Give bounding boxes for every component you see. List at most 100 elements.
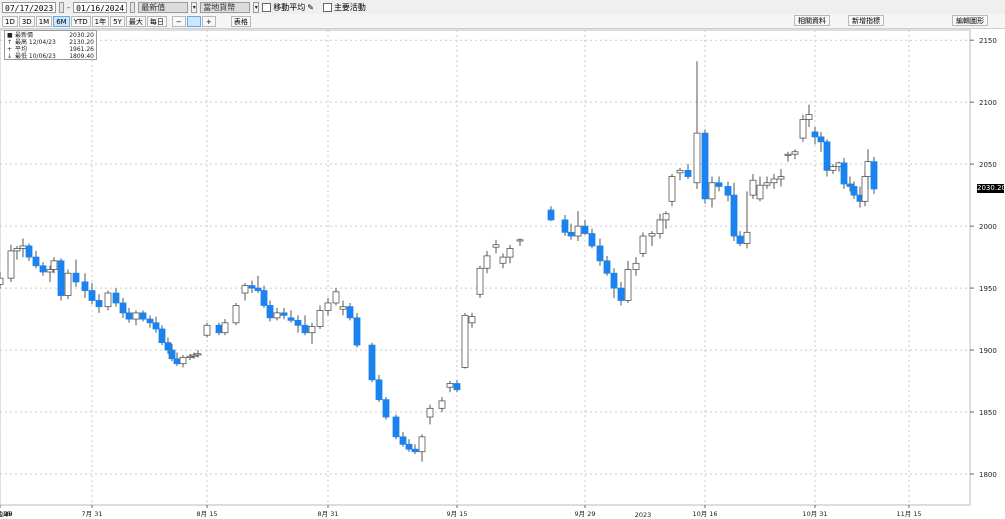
candle[interactable] [146, 315, 154, 328]
candle[interactable] [461, 312, 469, 369]
zoom-fit-button[interactable] [186, 15, 201, 27]
candle[interactable] [50, 257, 58, 274]
pencil-icon[interactable]: ✎ [307, 2, 314, 12]
value-type-dropdown[interactable]: 最新值 [138, 1, 189, 13]
candle[interactable] [316, 305, 324, 329]
candle[interactable] [426, 404, 434, 425]
candle[interactable] [179, 355, 187, 368]
candle[interactable] [596, 238, 604, 266]
period-button-4[interactable]: YTD [70, 15, 91, 27]
candle[interactable] [730, 182, 738, 241]
candle[interactable] [418, 434, 426, 462]
candle[interactable] [25, 243, 33, 261]
period-button-5[interactable]: 1年 [91, 15, 110, 27]
candle[interactable] [81, 273, 89, 299]
candle[interactable] [346, 302, 354, 321]
candle[interactable] [368, 342, 376, 383]
candle[interactable] [411, 444, 419, 455]
candle[interactable] [823, 139, 831, 177]
candle[interactable] [139, 310, 147, 322]
candle[interactable] [763, 176, 771, 189]
candle[interactable] [158, 325, 166, 346]
candle[interactable] [846, 176, 854, 192]
candle[interactable] [811, 126, 819, 145]
candle[interactable] [382, 397, 390, 420]
candle[interactable] [805, 104, 813, 127]
candle[interactable] [547, 206, 555, 222]
candle[interactable] [112, 288, 120, 307]
candle[interactable] [561, 214, 569, 237]
period-button-3[interactable]: 6M [53, 15, 70, 27]
candle[interactable] [353, 312, 361, 348]
start-date-stepper[interactable] [59, 1, 65, 13]
candle[interactable] [567, 223, 575, 240]
zoom-out-button[interactable]: − [171, 15, 186, 27]
candle[interactable] [301, 315, 309, 336]
start-date-input[interactable]: 07/17/2023 [2, 1, 57, 13]
candle[interactable] [280, 307, 288, 320]
candle[interactable] [405, 439, 413, 452]
candle[interactable] [132, 310, 140, 326]
candle[interactable] [736, 231, 744, 246]
candle[interactable] [266, 300, 274, 322]
period-button-7[interactable]: 最大 [125, 15, 146, 27]
candle[interactable] [119, 298, 127, 318]
candle[interactable] [656, 213, 664, 239]
candle[interactable] [254, 275, 262, 294]
candle[interactable] [603, 255, 611, 276]
candle[interactable] [203, 322, 211, 338]
value-type-chevron-down-icon[interactable]: ▾ [191, 1, 198, 13]
currency-chevron-down-icon[interactable]: ▾ [253, 1, 260, 13]
candle[interactable] [260, 285, 268, 308]
candle[interactable] [777, 169, 785, 187]
candle[interactable] [339, 300, 347, 316]
candle[interactable] [438, 397, 446, 413]
candle[interactable] [662, 211, 670, 229]
candle[interactable] [7, 244, 15, 282]
candle[interactable] [95, 294, 103, 313]
period-button-1[interactable]: 3D [18, 15, 35, 27]
candle[interactable] [64, 269, 72, 300]
zoom-in-button[interactable]: + [201, 15, 216, 27]
end-date-stepper[interactable] [130, 1, 136, 13]
candle[interactable] [708, 176, 716, 208]
period-button-2[interactable]: 1M [35, 15, 53, 27]
candle[interactable] [104, 290, 112, 311]
candle[interactable] [287, 310, 295, 323]
candle[interactable] [610, 268, 618, 299]
candle[interactable] [668, 174, 676, 207]
candle[interactable] [701, 129, 709, 204]
candle[interactable] [743, 191, 751, 249]
candle[interactable] [19, 238, 27, 258]
candlestick-chart[interactable]: 1800 1850 1900 1950 2000 2050 2100 2150 7月 31 8月 … [0, 28, 1005, 519]
candle[interactable] [164, 337, 172, 354]
candle[interactable] [693, 61, 701, 189]
candle[interactable] [870, 156, 878, 194]
candle[interactable] [581, 219, 589, 235]
candle[interactable] [215, 322, 223, 336]
new-indicator-button[interactable]: 新增指標 [848, 15, 884, 26]
candle[interactable] [332, 288, 340, 306]
candle[interactable] [392, 414, 400, 440]
candle[interactable] [190, 352, 198, 359]
candle[interactable] [784, 151, 792, 162]
candle[interactable] [639, 232, 647, 258]
candle[interactable] [624, 260, 632, 303]
candle[interactable] [248, 280, 256, 294]
end-date-input[interactable]: 01/16/2024 [73, 1, 128, 13]
candle[interactable] [476, 265, 484, 299]
candle[interactable] [483, 250, 491, 274]
candle[interactable] [499, 253, 507, 269]
candle[interactable] [221, 319, 229, 336]
key-events-checkbox-box[interactable] [322, 2, 332, 12]
candle[interactable] [715, 176, 723, 192]
candle[interactable] [676, 167, 684, 181]
candle[interactable] [574, 211, 582, 241]
candle[interactable] [399, 431, 407, 447]
candle[interactable] [724, 181, 732, 202]
candle[interactable] [168, 343, 176, 362]
candle[interactable] [829, 164, 837, 175]
candle[interactable] [850, 181, 858, 199]
related-data-button[interactable]: 相關資料 [794, 15, 830, 26]
candle[interactable] [453, 379, 461, 393]
